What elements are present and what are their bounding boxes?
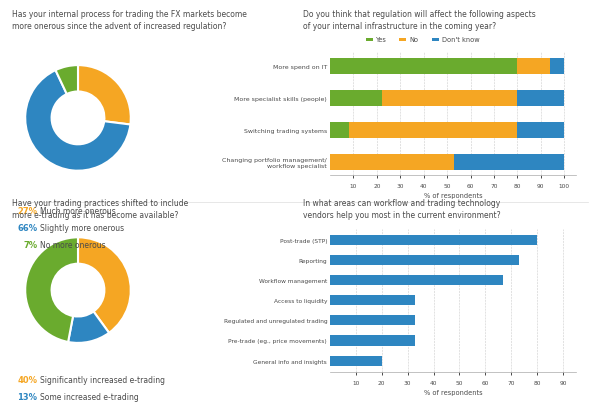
Text: Don't know: Don't know — [442, 37, 480, 43]
Bar — [517, 59, 550, 75]
Wedge shape — [68, 312, 109, 343]
Wedge shape — [78, 66, 131, 125]
Bar — [330, 154, 454, 170]
Text: 40%: 40% — [17, 375, 37, 384]
Text: Yes: Yes — [376, 37, 387, 43]
Wedge shape — [78, 238, 131, 333]
Text: 13%: 13% — [17, 392, 37, 401]
Bar — [330, 296, 415, 306]
Wedge shape — [25, 71, 130, 171]
Text: Significantly increased e-trading: Significantly increased e-trading — [40, 375, 164, 384]
Bar — [454, 154, 564, 170]
Wedge shape — [25, 238, 78, 342]
Bar — [349, 122, 517, 138]
Bar — [550, 59, 564, 75]
Bar — [330, 276, 503, 285]
Text: No more onerous: No more onerous — [40, 241, 105, 250]
Text: 66%: 66% — [17, 224, 37, 233]
Bar — [330, 336, 415, 346]
Bar — [330, 122, 349, 138]
Text: No: No — [409, 37, 418, 43]
Text: 7%: 7% — [23, 241, 37, 250]
Text: 27%: 27% — [17, 207, 37, 216]
Text: Do you think that regulation will affect the following aspects
of your internal : Do you think that regulation will affect… — [303, 10, 536, 31]
Text: In what areas can workflow and trading technology
vendors help you most in the c: In what areas can workflow and trading t… — [303, 198, 500, 219]
Bar — [330, 91, 382, 107]
Text: Some increased e-trading: Some increased e-trading — [40, 392, 139, 401]
Bar — [330, 236, 537, 245]
Text: Much more onerous: Much more onerous — [40, 207, 115, 216]
Text: Have your trading practices shifted to include
more e-trading as it has become a: Have your trading practices shifted to i… — [12, 198, 188, 219]
Text: Slightly more onerous: Slightly more onerous — [40, 224, 124, 233]
X-axis label: % of respondents: % of respondents — [424, 389, 482, 395]
Bar — [382, 91, 517, 107]
Bar — [517, 91, 564, 107]
X-axis label: % of respondents: % of respondents — [424, 193, 482, 199]
Bar — [330, 59, 517, 75]
Bar — [517, 122, 564, 138]
Bar — [330, 256, 519, 265]
Text: Has your internal process for trading the FX markets become
more onerous since t: Has your internal process for trading th… — [12, 10, 247, 31]
Bar — [330, 316, 415, 326]
Wedge shape — [56, 66, 78, 95]
Bar — [330, 356, 382, 366]
